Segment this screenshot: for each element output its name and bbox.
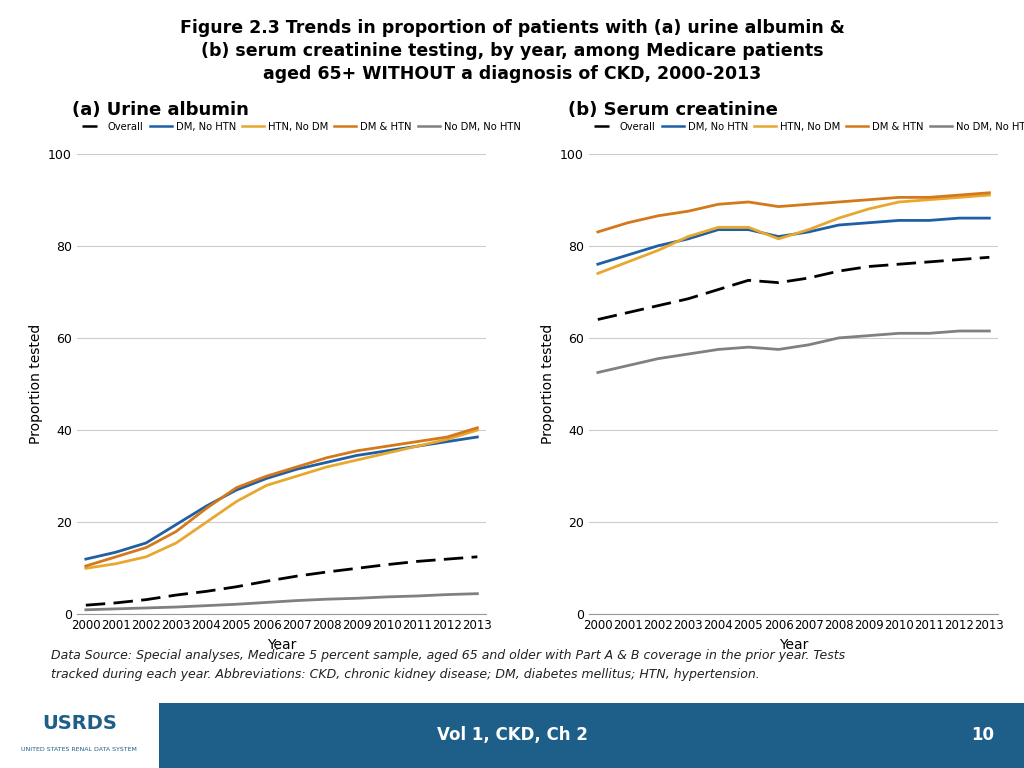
Text: (b) Serum creatinine: (b) Serum creatinine — [568, 101, 778, 119]
Legend: Overall, DM, No HTN, HTN, No DM, DM & HTN, No DM, No HTN: Overall, DM, No HTN, HTN, No DM, DM & HT… — [82, 122, 520, 132]
Y-axis label: Proportion tested: Proportion tested — [541, 324, 555, 444]
Legend: Overall, DM, No HTN, HTN, No DM, DM & HTN, No DM, No HTN: Overall, DM, No HTN, HTN, No DM, DM & HT… — [594, 122, 1024, 132]
Text: aged 65+ WITHOUT a diagnosis of CKD, 2000-2013: aged 65+ WITHOUT a diagnosis of CKD, 200… — [263, 65, 761, 83]
Text: USRDS: USRDS — [42, 714, 117, 733]
Text: Figure 2.3 Trends in proportion of patients with (a) urine albumin &: Figure 2.3 Trends in proportion of patie… — [179, 19, 845, 37]
Text: tracked during each year. Abbreviations: CKD, chronic kidney disease; DM, diabet: tracked during each year. Abbreviations:… — [51, 668, 760, 681]
Text: 10: 10 — [972, 727, 994, 744]
X-axis label: Year: Year — [267, 637, 296, 652]
Text: (b) serum creatinine testing, by year, among Medicare patients: (b) serum creatinine testing, by year, a… — [201, 42, 823, 60]
Text: Data Source: Special analyses, Medicare 5 percent sample, aged 65 and older with: Data Source: Special analyses, Medicare … — [51, 649, 846, 662]
Text: (a) Urine albumin: (a) Urine albumin — [72, 101, 249, 119]
Text: Vol 1, CKD, Ch 2: Vol 1, CKD, Ch 2 — [436, 727, 588, 744]
Text: UNITED STATES RENAL DATA SYSTEM: UNITED STATES RENAL DATA SYSTEM — [22, 747, 137, 752]
X-axis label: Year: Year — [779, 637, 808, 652]
Y-axis label: Proportion tested: Proportion tested — [29, 324, 43, 444]
